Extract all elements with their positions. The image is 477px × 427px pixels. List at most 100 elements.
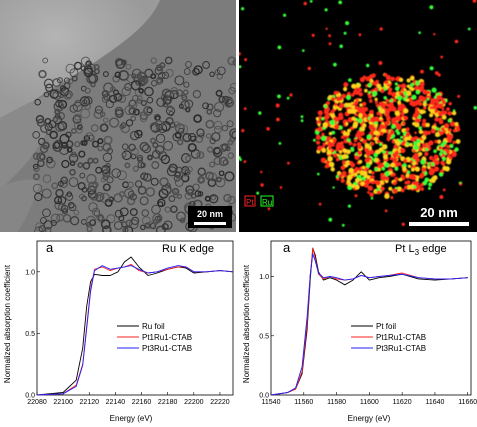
x-tick-label: 22140 [106, 399, 126, 406]
legend-entry: Pt3Ru1-CTAB [376, 344, 426, 353]
elemental-signal-dot [394, 176, 399, 182]
elemental-signal-dot [328, 131, 333, 136]
nanoparticle [32, 131, 41, 139]
nanoparticle [57, 90, 66, 99]
elemental-signal-dot [340, 135, 345, 140]
nanoparticle [161, 88, 172, 99]
elemental-signal-dot [369, 78, 374, 83]
elemental-signal-dot [316, 140, 321, 145]
nanoparticle [228, 87, 236, 95]
nanoparticle [191, 193, 197, 199]
nanoparticle [183, 81, 190, 88]
elemental-signal-dot [345, 160, 351, 166]
nanoparticle [214, 101, 225, 113]
elemental-signal-dot [434, 71, 439, 75]
nanoparticle [111, 168, 121, 178]
elemental-signal-dot [444, 166, 450, 172]
elemental-signal-dot [286, 96, 290, 100]
elemental-signal-dot [434, 166, 440, 172]
nanoparticle [142, 172, 152, 182]
nanoparticle [57, 121, 68, 131]
elemental-signal-dot [411, 94, 417, 100]
nanoparticle [72, 114, 82, 124]
elemental-signal-dot [384, 80, 389, 85]
nanoparticle [147, 154, 153, 161]
elemental-signal-dot [440, 127, 445, 131]
elemental-signal-dot [455, 127, 460, 132]
nanoparticle [68, 177, 79, 187]
nanoparticle [60, 176, 69, 185]
eds-scale-bar-label: 20 nm [420, 205, 458, 220]
elemental-signal-dot [439, 152, 443, 156]
elemental-signal-dot [357, 150, 363, 156]
elemental-signal-dot [396, 131, 401, 136]
nanoparticle [82, 99, 88, 105]
elemental-signal-dot [371, 126, 377, 132]
elemental-signal-dot [328, 217, 333, 222]
nanoparticle [72, 101, 83, 112]
nanoparticle [218, 95, 226, 103]
elemental-signal-dot [366, 134, 372, 140]
elemental-signal-dot [382, 154, 388, 160]
nanoparticle [96, 213, 105, 222]
nanoparticle [86, 173, 97, 185]
elemental-signal-dot [317, 127, 321, 132]
elemental-signal-dot [428, 140, 434, 146]
elemental-signal-dot [239, 158, 242, 161]
elemental-signal-dot [351, 108, 357, 114]
elemental-signal-dot [428, 182, 433, 187]
elemental-signal-dot [352, 123, 358, 129]
nanoparticle [227, 139, 234, 146]
nanoparticle [227, 152, 235, 159]
elemental-signal-dot [368, 169, 373, 174]
elemental-signal-dot [410, 167, 415, 172]
elemental-signal-dot [374, 100, 378, 104]
elemental-signal-dot [391, 91, 397, 98]
series-line-pt3ru1-ctab [36, 265, 234, 396]
elemental-signal-dot [381, 108, 385, 113]
elemental-signal-dot [287, 161, 290, 165]
elemental-signal-dot [375, 79, 380, 84]
elemental-signal-dot [339, 173, 344, 178]
nanoparticle [146, 107, 153, 114]
nanoparticle [180, 173, 190, 183]
nanoparticle [95, 166, 103, 174]
nanoparticle [130, 80, 141, 91]
elemental-signal-dot [374, 123, 378, 128]
eds-map: Pt Ru 20 nm [239, 0, 477, 232]
elemental-signal-dot [434, 132, 440, 137]
elemental-signal-dot [404, 185, 408, 190]
nanoparticle [38, 69, 47, 79]
elemental-signal-dot [358, 98, 362, 102]
eds-elemental-map: Pt Ru 20 nm [239, 0, 477, 232]
elemental-signal-dot [276, 117, 280, 122]
pt-panel-letter: a [283, 240, 291, 255]
elemental-signal-dot [441, 107, 445, 111]
nanoparticle [193, 65, 203, 75]
elemental-signal-dot [360, 131, 365, 136]
elemental-signal-dot [368, 94, 372, 99]
nanoparticle [45, 158, 56, 169]
elemental-signal-dot [379, 131, 384, 136]
nanoparticle [69, 104, 78, 113]
nanoparticle [74, 141, 81, 148]
elemental-signal-dot [442, 100, 447, 105]
elemental-signal-dot [428, 155, 434, 161]
nanoparticle [163, 140, 174, 151]
elemental-signal-dot [442, 188, 446, 192]
nanoparticle [196, 128, 205, 137]
elemental-signal-dot [467, 27, 471, 31]
elemental-signal-dot [394, 82, 398, 86]
nanoparticle [141, 216, 151, 226]
ru-x-axis-title: Energy (eV) [110, 414, 153, 423]
nanoparticle [42, 208, 51, 218]
nanoparticle [57, 180, 64, 187]
nanoparticle [91, 140, 99, 148]
nanoparticle [39, 154, 46, 160]
elemental-signal-dot [354, 154, 360, 160]
nanoparticle [50, 213, 61, 224]
elemental-signal-dot [406, 78, 411, 83]
nanoparticle [74, 121, 83, 130]
elemental-signal-dot [364, 143, 370, 149]
elemental-signal-dot [379, 116, 383, 121]
